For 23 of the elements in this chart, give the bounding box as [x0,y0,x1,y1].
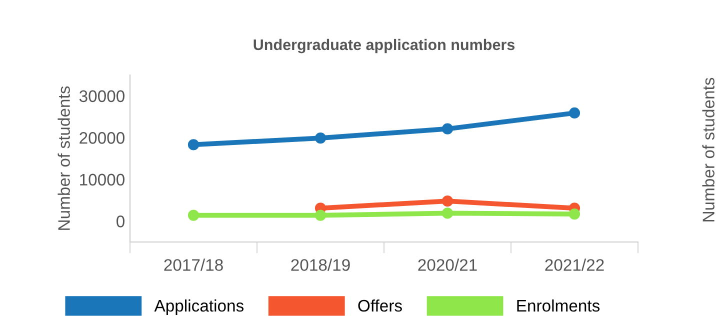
point [188,139,200,150]
point [442,196,454,207]
legend-label: Enrolments [517,299,600,312]
point [568,208,580,220]
point [442,208,454,219]
legend-label: Applications [154,299,244,315]
x-tick-label: 2021/22 [545,258,604,271]
y-tick-label: 20000 [80,132,124,144]
point [314,132,326,144]
point [188,210,200,221]
y-tick-label: 0 [116,216,124,228]
y-axis-title: Number of students [58,86,70,230]
x-tick-label: 2020/21 [418,258,477,271]
y2-axis-title: Number of students [702,78,714,222]
chart-title: Undergraduate application numbers [254,38,515,54]
x-tick-label: 2018/19 [291,258,350,271]
point [568,107,580,119]
legend-label: Offers [358,299,402,312]
point [314,210,326,221]
point [442,123,454,134]
y-tick-label: 10000 [80,174,124,186]
x-tick-label: 2017/18 [164,258,223,271]
y-tick-label: 30000 [79,90,124,102]
